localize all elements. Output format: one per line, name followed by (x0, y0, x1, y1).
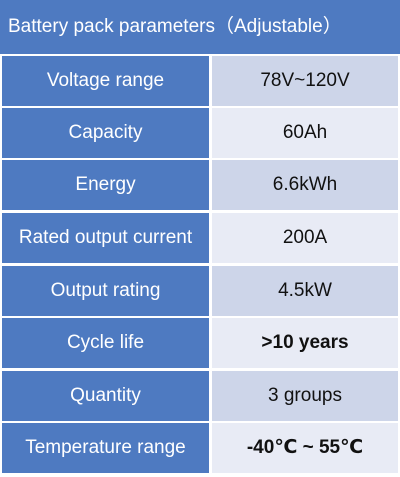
row-value: -40℃ ~ 55℃ (212, 423, 398, 473)
table-row-energy: Energy 6.6kWh (0, 160, 400, 210)
row-label: Quantity (2, 371, 209, 421)
table-bottom-border (0, 475, 400, 477)
row-value: 78V~120V (212, 56, 398, 106)
table-row-voltage-range: Voltage range 78V~120V (0, 56, 400, 106)
row-value: >10 years (212, 318, 398, 368)
table-row-quantity: Quantity 3 groups (0, 371, 400, 421)
row-label: Rated output current (2, 213, 209, 263)
table-row-output-rating: Output rating 4.5kW (0, 266, 400, 316)
table-row-capacity: Capacity 60Ah (0, 108, 400, 158)
row-value: 3 groups (212, 371, 398, 421)
row-label: Energy (2, 160, 209, 210)
table-row-cycle-life: Cycle life >10 years (0, 318, 400, 368)
table-title: Battery pack parameters（Adjustable） (0, 0, 400, 54)
row-value: 6.6kWh (212, 160, 398, 210)
row-value: 200A (212, 213, 398, 263)
row-label: Output rating (2, 266, 209, 316)
row-value: 4.5kW (212, 266, 398, 316)
row-label: Voltage range (2, 56, 209, 106)
row-label: Capacity (2, 108, 209, 158)
row-value: 60Ah (212, 108, 398, 158)
row-label: Temperature range (2, 423, 209, 473)
table-row-rated-output-current: Rated output current 200A (0, 213, 400, 263)
table-row-temperature-range: Temperature range -40℃ ~ 55℃ (0, 423, 400, 473)
row-label: Cycle life (2, 318, 209, 368)
